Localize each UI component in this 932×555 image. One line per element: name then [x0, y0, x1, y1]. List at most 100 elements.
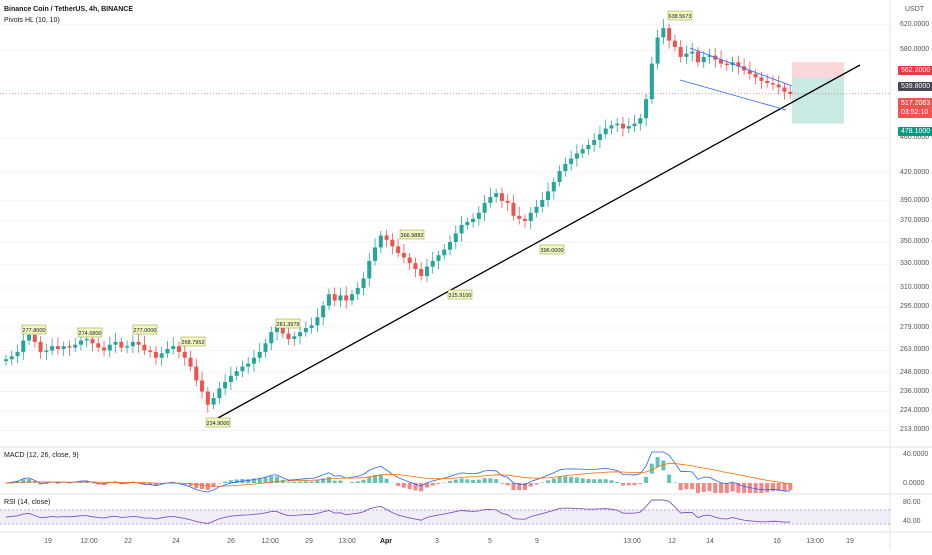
- candle-body: [661, 28, 665, 37]
- time-tick-label: 22: [124, 538, 132, 545]
- macd-histogram-bar: [315, 480, 319, 483]
- time-tick-label: 26: [227, 538, 235, 545]
- candle-body: [379, 236, 383, 248]
- candle-body: [402, 253, 406, 257]
- candle-body: [79, 340, 83, 344]
- indicator-legend: Pivots HL (10, 10): [4, 17, 60, 24]
- candle-body: [754, 74, 758, 77]
- candle-body: [235, 371, 239, 376]
- candle-body: [534, 207, 538, 213]
- candle-body: [287, 334, 291, 340]
- candle-body: [56, 346, 60, 349]
- time-tick-label: 24: [172, 538, 180, 545]
- candle-body: [592, 140, 596, 145]
- candle-body: [679, 47, 683, 57]
- stop-loss-zone: [792, 62, 844, 77]
- candle-body: [581, 149, 585, 153]
- macd-histogram-bar: [350, 482, 354, 483]
- pivot-label: 315.9100: [449, 293, 472, 299]
- candle-body: [517, 216, 521, 219]
- time-tick-label: 3: [435, 538, 439, 545]
- candle-body: [586, 145, 590, 149]
- candle-body: [212, 398, 216, 405]
- macd-histogram-bar: [206, 483, 210, 490]
- candle-body: [431, 261, 435, 267]
- macd-histogram-bar: [598, 479, 602, 483]
- price-tick-label: 213.0000: [900, 426, 929, 433]
- macd-histogram-bar: [782, 483, 786, 491]
- macd-line: [6, 452, 790, 492]
- time-tick-label: 5: [488, 538, 492, 545]
- take-profit-zone: [792, 78, 844, 124]
- time-tick-label: Apr: [380, 538, 392, 545]
- candle-body: [598, 134, 602, 140]
- candle-body: [465, 222, 469, 225]
- candle-body: [356, 288, 360, 294]
- candle-body: [442, 250, 446, 256]
- candle-body: [788, 92, 792, 94]
- macd-histogram-bar: [460, 478, 464, 483]
- pivot-label: 268.7952: [182, 340, 205, 346]
- candle-body: [67, 346, 71, 347]
- price-tick-label: 279.0000: [900, 324, 929, 331]
- time-tick-label: 13:00: [338, 538, 356, 545]
- macd-histogram-bar: [581, 478, 585, 483]
- macd-histogram-bar: [483, 478, 487, 483]
- pivot-label: 224.9000: [207, 421, 230, 427]
- candle-body: [511, 203, 515, 216]
- last-price-value: 517.2063: [901, 100, 930, 107]
- macd-histogram-bar: [546, 480, 550, 483]
- candle-body: [373, 247, 377, 260]
- candle-body: [131, 342, 135, 346]
- macd-histogram-bar: [511, 483, 515, 490]
- time-tick-label: 14: [706, 538, 714, 545]
- macd-histogram-bar: [287, 482, 291, 483]
- macd-tick-high: 40.0000: [903, 451, 928, 458]
- candle-body: [408, 257, 412, 263]
- stop-price-tag: 562.2000: [898, 66, 932, 75]
- candle-body: [777, 85, 781, 88]
- candle-body: [506, 201, 510, 203]
- macd-legend: MACD (12, 26, close, 9): [4, 452, 79, 459]
- candle-body: [148, 350, 152, 351]
- candle-body: [385, 236, 389, 240]
- symbol-title: Binance Coin / TetherUS, 4h, BINANCE: [4, 6, 133, 13]
- candle-body: [523, 219, 527, 221]
- candle-body: [194, 367, 198, 381]
- candle-body: [725, 64, 729, 65]
- macd-histogram-bar: [731, 483, 735, 491]
- candle-body: [344, 295, 348, 300]
- pivot-label: 281.3979: [277, 322, 300, 328]
- candle-body: [229, 376, 233, 382]
- price-tick-label: 224.0000: [900, 407, 929, 414]
- candle-body: [563, 164, 567, 171]
- macd-histogram-bar: [304, 481, 308, 483]
- candle-body: [627, 126, 631, 128]
- time-tick-label: 12:00: [80, 538, 98, 545]
- price-tick-label: 350.0000: [900, 238, 929, 245]
- macd-histogram-bar: [713, 483, 717, 493]
- candle-body: [609, 125, 613, 128]
- macd-histogram-bar: [656, 457, 660, 467]
- candle-body: [96, 343, 100, 347]
- candle-body: [650, 64, 654, 99]
- candle-body: [419, 269, 423, 276]
- time-tick-label: 19: [44, 538, 52, 545]
- candle-body: [494, 193, 498, 197]
- candle-body: [633, 124, 637, 126]
- candle-body: [240, 367, 244, 372]
- candle-body: [183, 352, 187, 358]
- macd-histogram-bar: [684, 483, 688, 489]
- candle-body: [304, 328, 308, 332]
- candle-body: [396, 246, 400, 253]
- candle-body: [333, 294, 337, 300]
- time-tick-label: 13:00: [623, 538, 641, 545]
- channel-lower: [680, 80, 786, 110]
- price-tick-label: 248.0000: [900, 369, 929, 376]
- channel-upper: [690, 48, 792, 86]
- macd-histogram-bar: [563, 476, 567, 483]
- candle-body: [27, 335, 31, 341]
- candle-body: [483, 203, 487, 213]
